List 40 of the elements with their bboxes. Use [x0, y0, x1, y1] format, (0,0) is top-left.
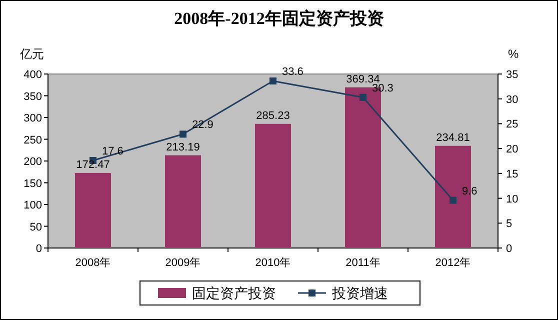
x-tick-label: 2011年	[346, 257, 380, 269]
data-label: 285.23	[256, 110, 290, 122]
data-label: 234.81	[436, 132, 470, 144]
y-tick-label: 0	[36, 243, 42, 255]
y2-tick-label: 5	[506, 218, 512, 230]
y2-tick-label: 25	[506, 118, 518, 131]
data-label: 172.47	[76, 158, 110, 171]
y-tick-label: 350	[24, 90, 42, 103]
x-tick-label: 2012年	[435, 257, 471, 269]
bar	[255, 124, 291, 248]
data-label: 17.6	[102, 146, 124, 158]
x-tick-label: 2009年	[165, 257, 201, 269]
y-tick-label: 100	[24, 200, 42, 212]
y2-tick-label: 30	[506, 94, 518, 106]
y-tick-label: 200	[24, 156, 42, 168]
bar	[165, 155, 201, 248]
y-tick-label: 250	[24, 134, 42, 146]
point	[450, 196, 456, 204]
y2-tick-label: 0	[506, 243, 512, 255]
chart-title: 2008年-2012年固定资产投资	[174, 9, 384, 28]
x-tick-label: 2008年	[75, 257, 111, 269]
y-tick-label: 400	[24, 69, 42, 81]
data-label: 213.19	[166, 141, 200, 154]
y2-tick-label: 35	[506, 69, 518, 81]
legend-label: 固定资产投资	[192, 285, 276, 301]
y-axis-title: 亿元	[19, 47, 44, 61]
legend-label: 投资增速	[331, 285, 388, 301]
y2-tick-label: 15	[506, 168, 518, 180]
point	[360, 94, 366, 101]
bar	[75, 172, 111, 248]
y2-tick-label: 20	[506, 144, 518, 156]
y2-axis-title: %	[508, 47, 519, 61]
y2-tick-label: 10	[506, 193, 518, 206]
point	[180, 130, 186, 138]
y-tick-label: 300	[24, 112, 42, 124]
x-tick-label: 2010年	[255, 257, 291, 269]
data-label: 33.6	[282, 66, 304, 78]
y-tick-label: 150	[24, 178, 42, 190]
y-tick-label: 50	[30, 221, 42, 234]
point	[270, 77, 276, 84]
